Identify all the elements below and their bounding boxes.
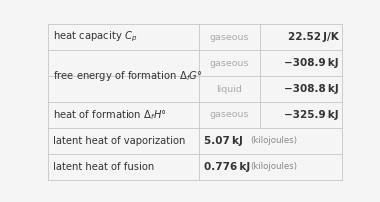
Text: gaseous: gaseous	[210, 59, 249, 68]
Text: heat capacity $C_p$: heat capacity $C_p$	[53, 30, 137, 44]
Text: liquid: liquid	[217, 85, 242, 94]
Text: 0.776 kJ: 0.776 kJ	[204, 162, 251, 172]
Text: −308.8 kJ: −308.8 kJ	[284, 84, 339, 94]
Text: −308.9 kJ: −308.9 kJ	[284, 58, 339, 68]
Text: 5.07 kJ: 5.07 kJ	[204, 136, 243, 146]
Text: heat of formation $\Delta_f H°$: heat of formation $\Delta_f H°$	[53, 108, 167, 122]
Text: latent heat of vaporization: latent heat of vaporization	[53, 136, 185, 146]
Text: free energy of formation $\Delta_f G°$: free energy of formation $\Delta_f G°$	[53, 69, 203, 83]
Text: gaseous: gaseous	[210, 110, 249, 119]
Text: latent heat of fusion: latent heat of fusion	[53, 162, 154, 172]
Text: (kilojoules): (kilojoules)	[250, 162, 297, 171]
Text: −325.9 kJ: −325.9 kJ	[284, 110, 339, 120]
Text: gaseous: gaseous	[210, 33, 249, 42]
Text: (kilojoules): (kilojoules)	[250, 136, 297, 145]
Text: 22.52 J/K: 22.52 J/K	[288, 32, 339, 42]
